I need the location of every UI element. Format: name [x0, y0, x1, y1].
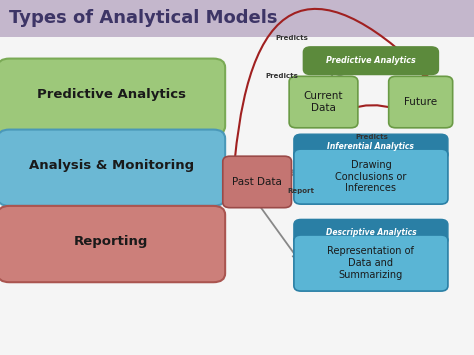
- FancyArrowPatch shape: [235, 9, 438, 159]
- FancyBboxPatch shape: [0, 206, 225, 282]
- Text: Current
Data: Current Data: [304, 91, 343, 113]
- FancyBboxPatch shape: [303, 47, 438, 75]
- Text: Representation of
Data and
Summarizing: Representation of Data and Summarizing: [328, 246, 414, 280]
- FancyBboxPatch shape: [0, 0, 474, 37]
- Text: Predictive Analytics: Predictive Analytics: [37, 88, 186, 100]
- FancyBboxPatch shape: [223, 156, 292, 208]
- Text: Report: Report: [288, 188, 314, 194]
- FancyBboxPatch shape: [0, 59, 225, 135]
- Text: Reporting: Reporting: [74, 235, 148, 248]
- FancyBboxPatch shape: [294, 235, 448, 291]
- Text: Future: Future: [404, 97, 437, 107]
- Text: Predicts: Predicts: [356, 134, 389, 140]
- Text: Types of Analytical Models: Types of Analytical Models: [9, 10, 277, 27]
- FancyBboxPatch shape: [294, 134, 448, 160]
- FancyBboxPatch shape: [389, 76, 453, 128]
- FancyBboxPatch shape: [289, 76, 358, 128]
- Text: Inferential Analytics: Inferential Analytics: [328, 142, 414, 152]
- Text: Past Data: Past Data: [232, 177, 282, 187]
- Text: Predicts: Predicts: [265, 73, 299, 79]
- FancyBboxPatch shape: [294, 219, 448, 245]
- Text: Predicts: Predicts: [275, 35, 308, 41]
- FancyBboxPatch shape: [0, 130, 225, 206]
- Text: Descriptive Analytics: Descriptive Analytics: [326, 228, 416, 237]
- Text: Analysis & Monitoring: Analysis & Monitoring: [29, 159, 194, 171]
- Text: Drawing
Conclusions or
Inferences: Drawing Conclusions or Inferences: [335, 160, 407, 193]
- FancyBboxPatch shape: [294, 149, 448, 204]
- Text: Predictive Analytics: Predictive Analytics: [326, 56, 416, 65]
